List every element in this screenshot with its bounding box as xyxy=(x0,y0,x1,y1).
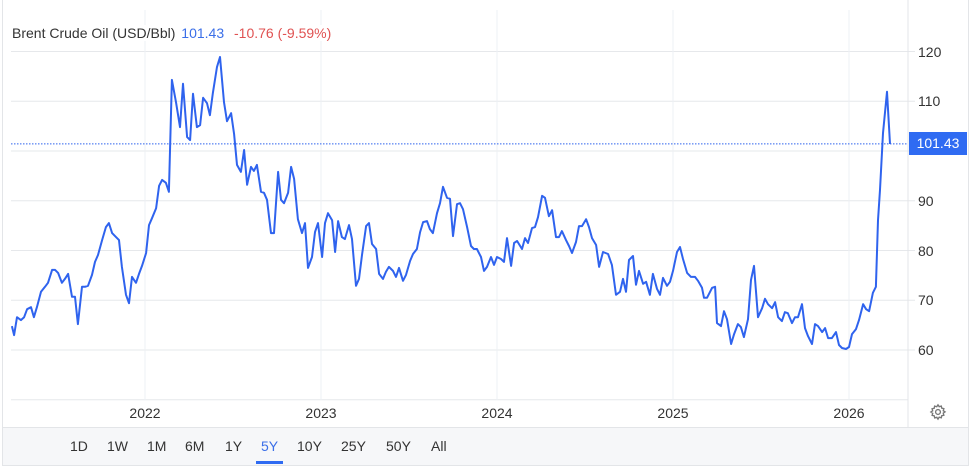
range-all[interactable]: All xyxy=(431,438,447,454)
y-tick-label: 60 xyxy=(918,342,934,358)
x-tick-label: 2026 xyxy=(833,405,865,421)
time-range-selector: 1D 1W 1M 6M 1Y 5Y 10Y 25Y 50Y All xyxy=(3,427,968,465)
x-tick-label: 2022 xyxy=(129,405,161,421)
line-chart-plot[interactable] xyxy=(0,0,971,430)
chart-header: Brent Crude Oil (USD/Bbl) 101.43 -10.76 … xyxy=(12,25,336,41)
current-price: 101.43 xyxy=(181,25,225,41)
current-price-tag: 101.43 xyxy=(909,132,967,156)
gear-icon[interactable] xyxy=(929,403,947,421)
range-1d[interactable]: 1D xyxy=(70,438,88,454)
price-change: -10.76 (-9.59%) xyxy=(234,25,332,41)
y-tick-label: 110 xyxy=(918,93,941,110)
y-tick-label: 120 xyxy=(918,43,942,60)
y-tick-label: 90 xyxy=(918,192,934,209)
range-1m[interactable]: 1M xyxy=(147,438,167,454)
price-series-line xyxy=(10,56,891,350)
instrument-name: Brent Crude Oil (USD/Bbl) xyxy=(12,25,176,41)
x-tick-label: 2023 xyxy=(305,405,337,421)
y-tick-label: 80 xyxy=(918,242,934,259)
gridlines xyxy=(11,10,915,401)
x-tick-label: 2024 xyxy=(481,405,513,421)
range-25y[interactable]: 25Y xyxy=(341,438,366,454)
range-5y[interactable]: 5Y xyxy=(255,438,284,464)
range-6m[interactable]: 6M xyxy=(185,438,205,454)
range-1y[interactable]: 1Y xyxy=(225,438,243,454)
range-10y[interactable]: 10Y xyxy=(297,438,322,454)
y-tick-label: 70 xyxy=(918,292,934,309)
range-1w[interactable]: 1W xyxy=(107,438,128,454)
range-50y[interactable]: 50Y xyxy=(386,438,411,454)
x-tick-label: 2025 xyxy=(657,405,689,421)
